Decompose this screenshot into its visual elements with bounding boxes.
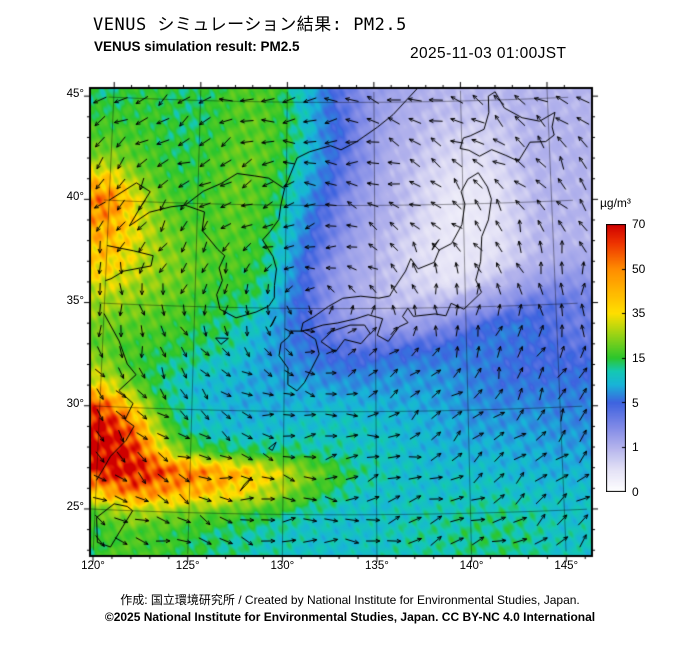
- colorbar-tick-label: 50: [632, 261, 646, 276]
- license-line: ©2025 National Institute for Environment…: [104, 610, 596, 624]
- colorbar-tick-label: 5: [632, 395, 639, 410]
- lon-tick-label: 130°: [270, 560, 295, 572]
- colorbar-tick-label: 1: [632, 440, 639, 455]
- timestamp: 2025-11-03 01:00JST: [410, 45, 567, 62]
- colorbar-tick-label: 0: [632, 485, 639, 499]
- lon-tick-label: 145°: [554, 560, 579, 572]
- colorbar-tick-label: 15: [632, 351, 646, 365]
- lat-tick-label: 30°: [66, 397, 84, 410]
- colorbar: µg/m³ 70 50 35 15 5 1 0: [600, 196, 680, 526]
- page-subtitle-english: VENUS simulation result: PM2.5: [94, 39, 300, 54]
- credit-line: 作成: 国立環境研究所 / Created by National Instit…: [120, 593, 580, 607]
- lon-tick-label: 140°: [459, 560, 484, 572]
- page-title-japanese: VENUS シミュレーション結果: PM2.5: [93, 15, 407, 35]
- lat-tick-label: 25°: [66, 500, 84, 513]
- lon-tick-label: 120°: [81, 560, 105, 572]
- lat-tick-label: 35°: [66, 294, 84, 307]
- colorbar-tick-label: 70: [632, 217, 646, 231]
- colorbar-gradient: [606, 224, 626, 492]
- lat-tick-label: 45°: [66, 88, 84, 101]
- colorbar-tick-label: 35: [632, 306, 646, 321]
- lon-tick-label: 135°: [365, 560, 389, 572]
- colorbar-units-label: µg/m³: [600, 196, 631, 210]
- lat-tick-label: 40°: [66, 191, 84, 204]
- pm25-map-canvas: [60, 80, 620, 590]
- lon-tick-label: 125°: [175, 560, 200, 572]
